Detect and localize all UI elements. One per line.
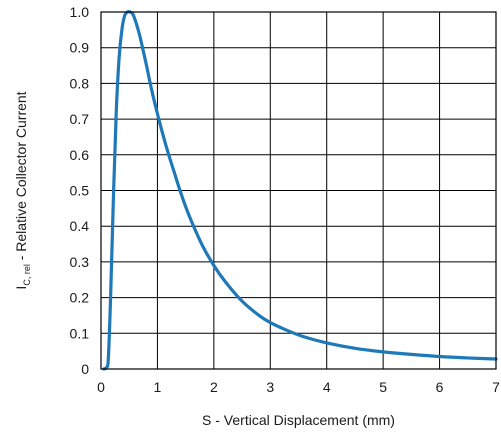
- series-line: [102, 10, 498, 371]
- x-tick-label: 3: [266, 379, 274, 395]
- x-tick-label: 5: [379, 379, 387, 395]
- y-tick-label: 0.6: [70, 147, 90, 163]
- x-tick-label: 0: [97, 379, 105, 395]
- x-tick-label: 4: [323, 379, 331, 395]
- x-tick-label: 2: [210, 379, 218, 395]
- x-tick-label: 1: [154, 379, 162, 395]
- y-tick-label: 0.8: [70, 75, 90, 91]
- plot-frame: [100, 11, 497, 370]
- y-axis-title-main: I: [13, 286, 29, 290]
- y-tick-label: 0.3: [70, 254, 90, 270]
- y-tick-label: 0.5: [70, 183, 90, 199]
- y-tick-label: 0.9: [70, 40, 90, 56]
- series-layer: [102, 10, 498, 371]
- y-tick-label: 0: [81, 361, 89, 377]
- y-tick-label: 0.7: [70, 111, 90, 127]
- tick-labels: 0 1 2 3 4 5 6 7 0 0.1 0.2 0.3 0.4 0.5 0.6 0.7 0.8 0.9 1.0: [70, 4, 501, 395]
- y-tick-label: 0.4: [70, 218, 90, 234]
- y-axis-title-rest: - Relative Collector Current: [13, 91, 29, 264]
- y-tick-label: 0.2: [70, 290, 90, 306]
- y-tick-label: 0.1: [70, 325, 90, 341]
- grid: [100, 11, 497, 370]
- x-tick-label: 6: [436, 379, 444, 395]
- x-axis-title: S - Vertical Displacement (mm): [202, 412, 395, 428]
- x-tick-label: 7: [492, 379, 500, 395]
- y-tick-label: 1.0: [70, 4, 90, 20]
- y-axis-title: IC, rel - Relative Collector Current: [13, 91, 32, 289]
- y-axis-title-subscript: C, rel: [22, 264, 32, 286]
